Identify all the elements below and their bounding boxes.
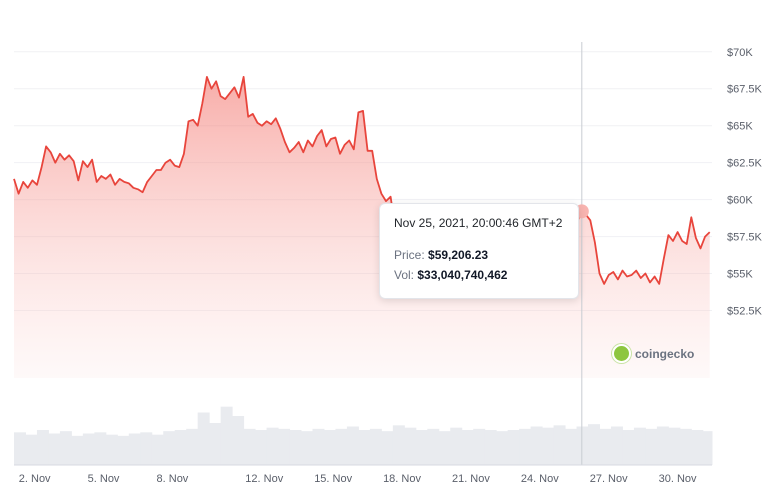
volume-bar (507, 430, 520, 465)
volume-bar (668, 427, 681, 465)
volume-bar (530, 426, 543, 465)
volume-bar (163, 431, 176, 465)
volume-bar (59, 431, 72, 465)
y-tick-label: $52.5K (727, 305, 763, 317)
x-tick-label: 21. Nov (452, 473, 490, 485)
coingecko-watermark: coingecko (612, 344, 694, 363)
volume-bar (610, 426, 623, 465)
volume-bar (14, 432, 26, 465)
x-tick-label: 2. Nov (19, 473, 51, 485)
volume-bar (369, 428, 382, 465)
volume-bar (335, 428, 348, 465)
y-tick-label: $57.5K (727, 232, 763, 244)
volume-bar (633, 427, 646, 465)
volume-bar (25, 434, 38, 465)
volume-bar (438, 431, 451, 465)
volume-bar (289, 430, 302, 465)
volume-bar (105, 434, 118, 465)
y-tick-label: $67.5K (727, 84, 763, 96)
volume-bar (140, 432, 153, 465)
volume-bar (301, 431, 313, 465)
volume-bar (576, 426, 589, 465)
x-tick-label: 27. Nov (590, 473, 628, 485)
volume-bar (232, 416, 245, 465)
y-tick-label: $60K (727, 195, 753, 207)
x-tick-label: 5. Nov (88, 473, 120, 485)
x-tick-label: 30. Nov (659, 473, 697, 485)
y-tick-label: $55K (727, 269, 753, 281)
tooltip-price-value: $59,206.23 (428, 248, 489, 262)
tooltip-price-label: Price: (394, 248, 425, 262)
price-line (13, 76, 711, 285)
price-tooltip: Nov 25, 2021, 20:00:46 GMT+2 Price: $59,… (379, 203, 579, 299)
volume-bar (404, 427, 417, 465)
volume-bar (48, 433, 61, 465)
volume-bar (209, 423, 222, 465)
volume-bar (392, 425, 405, 465)
tooltip-vol-label: Vol: (394, 268, 415, 282)
y-tick-label: $65K (727, 121, 753, 133)
volume-bar (82, 433, 95, 465)
volume-bar (691, 430, 704, 465)
x-axis-labels: 2. Nov 5. Nov 8. Nov 12. Nov 15. Nov 18. Nov 2… (19, 473, 697, 485)
volume-bar (117, 435, 130, 465)
x-tick-label: 8. Nov (157, 473, 189, 485)
volume-bar (709, 431, 713, 465)
x-tick-label: 24. Nov (521, 473, 559, 485)
volume-bar (186, 428, 199, 465)
volume-bar (278, 428, 291, 465)
volume-bar (519, 428, 532, 465)
volume-bar (151, 434, 164, 465)
x-tick-label: 12. Nov (245, 473, 283, 485)
volume-bars (14, 406, 713, 465)
volume-bar (542, 427, 555, 465)
volume-bar (197, 412, 210, 465)
volume-bar (702, 431, 711, 465)
volume-bar (679, 428, 692, 465)
gecko-logo-icon (612, 344, 631, 363)
volume-bar (427, 428, 440, 465)
tooltip-vol-value: $33,040,740,462 (417, 268, 508, 282)
volume-bar (461, 430, 474, 465)
volume-bar (565, 428, 578, 465)
volume-bar (645, 428, 658, 465)
y-axis-labels: $52.5K $55K $57.5K $60K $62.5K $65K $67.5K $70K (727, 47, 763, 318)
volume-bar (266, 427, 279, 465)
x-tick-label: 15. Nov (314, 473, 352, 485)
volume-bar (346, 426, 359, 465)
volume-bar (323, 430, 336, 465)
volume-bar (358, 430, 371, 465)
volume-bar (599, 428, 612, 465)
volume-bar (381, 431, 394, 465)
volume-bar (484, 430, 497, 465)
price-area (14, 76, 710, 379)
volume-bar (622, 430, 635, 465)
volume-bar (588, 424, 600, 465)
y-tick-label: $62.5K (727, 158, 763, 170)
volume-bar (94, 432, 107, 465)
x-tick-label: 18. Nov (383, 473, 421, 485)
volume-bar (243, 428, 256, 465)
volume-bar (128, 433, 141, 465)
volume-bar (312, 428, 325, 465)
volume-bar (496, 431, 509, 465)
volume-bar (415, 430, 428, 465)
volume-bar (450, 427, 463, 465)
tooltip-date: Nov 25, 2021, 20:00:46 GMT+2 (394, 216, 563, 230)
volume-bar (36, 430, 49, 465)
volume-bar (473, 428, 486, 465)
volume-bar (220, 406, 233, 465)
volume-bar (656, 426, 669, 465)
tooltip-vol-row: Vol: $33,040,740,462 (394, 268, 564, 282)
tooltip-price-row: Price: $59,206.23 (394, 248, 564, 262)
watermark-text: coingecko (635, 346, 695, 361)
volume-bar (71, 435, 84, 465)
volume-bar (174, 430, 187, 465)
y-tick-label: $70K (727, 47, 753, 59)
volume-bar (255, 430, 268, 465)
volume-bar (553, 425, 566, 465)
